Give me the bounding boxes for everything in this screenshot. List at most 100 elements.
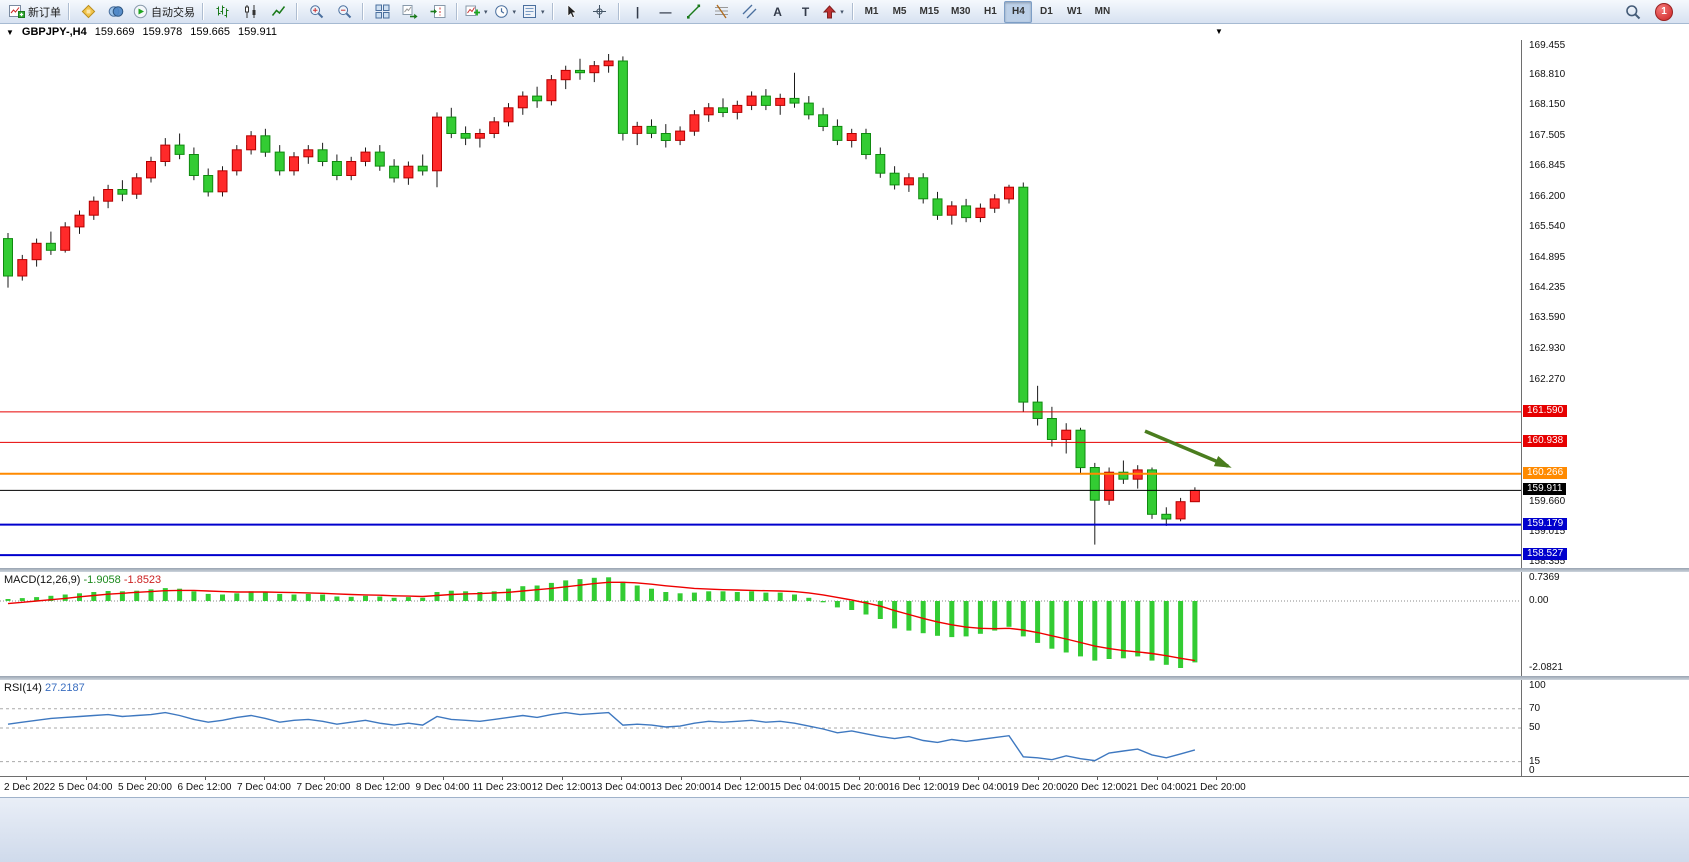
dropdown-caret-icon: ▾ xyxy=(541,8,545,16)
tile-windows-button[interactable] xyxy=(368,1,396,23)
timeframe-h4-button[interactable]: H4 xyxy=(1004,0,1033,23)
line-chart-button[interactable] xyxy=(264,1,292,23)
rsi-name: RSI(14) xyxy=(4,682,42,694)
arrow-objects-button[interactable]: ▾ xyxy=(820,1,848,23)
zoom-out-button[interactable] xyxy=(330,1,358,23)
macd-axis: 0.7369 0.00 -2.0821 xyxy=(1521,572,1689,676)
time-axis-label: 15 Dec 20:00 xyxy=(829,782,889,793)
timeframe-h1-button[interactable]: H1 xyxy=(984,6,997,17)
chart-shift-button[interactable] xyxy=(424,1,452,23)
new-chart-icon xyxy=(465,4,480,19)
timeframe-w1-button[interactable]: W1 xyxy=(1066,6,1082,17)
toolbar-separator xyxy=(551,3,554,20)
quick-trade-arrow-icon[interactable]: ▼ xyxy=(1215,27,1223,36)
metaeditor-button[interactable] xyxy=(74,1,102,23)
auto-scroll-button[interactable] xyxy=(396,1,424,23)
time-axis-tick xyxy=(1097,777,1098,780)
time-axis-tick xyxy=(383,777,384,780)
crosshair-icon xyxy=(592,4,607,19)
price-axis-badge: 158.527 xyxy=(1523,548,1568,561)
time-axis-tick xyxy=(859,777,860,780)
price-axis-label: 162.930 xyxy=(1529,343,1566,355)
candlestick-chart-button[interactable] xyxy=(236,1,264,23)
vertical-line-icon: | xyxy=(635,4,640,19)
pane-splitter[interactable] xyxy=(0,568,1689,572)
price-axis-label: 166.845 xyxy=(1529,160,1566,172)
price-axis-label: 165.540 xyxy=(1529,221,1566,233)
price-axis-label: 163.590 xyxy=(1529,312,1566,324)
rsi-axis: 100 70 50 15 0 xyxy=(1521,680,1689,776)
periods-button[interactable]: ▾ xyxy=(491,1,520,23)
time-axis-label: 20 Dec 12:00 xyxy=(1067,782,1127,793)
rsi-value: 27.2187 xyxy=(44,682,85,694)
horizontal-line-icon: — xyxy=(659,4,672,19)
time-axis-label: 14 Dec 12:00 xyxy=(710,782,770,793)
fibonacci-button[interactable] xyxy=(708,1,736,23)
time-axis-label: 11 Dec 23:00 xyxy=(472,782,532,793)
price-axis-badge: 161.590 xyxy=(1523,404,1568,417)
text-label-button[interactable]: T xyxy=(792,1,820,23)
price-axis-label: 162.270 xyxy=(1529,374,1566,386)
cursor-button[interactable] xyxy=(558,1,586,23)
autotrading-button[interactable]: 自动交易 xyxy=(130,1,198,23)
text-button[interactable]: A xyxy=(764,1,792,23)
toolbar-separator xyxy=(296,3,298,20)
price-axis-label: 166.200 xyxy=(1529,190,1566,202)
zoom-in-button[interactable] xyxy=(302,1,330,23)
timeframe-m15-button[interactable]: M15 xyxy=(919,6,939,17)
new-order-button[interactable]: 新订单 xyxy=(6,1,64,23)
time-axis-tick xyxy=(978,777,979,780)
price-axis[interactable]: 169.455 168.810 168.150 167.505 166.845 166.2… xyxy=(1521,40,1689,568)
main-chart-plot[interactable] xyxy=(0,40,1521,568)
chart-shift-icon xyxy=(430,4,446,19)
time-axis-tick xyxy=(918,777,920,780)
profiles-button[interactable] xyxy=(102,1,130,23)
crosshair-button[interactable] xyxy=(586,1,614,23)
bar-chart-button[interactable] xyxy=(208,1,236,23)
macd-axis-label: -2.0821 xyxy=(1529,662,1563,674)
symbol-dropdown-icon[interactable]: ▼ xyxy=(6,27,14,37)
timeframe-d1-button[interactable]: D1 xyxy=(1040,6,1053,17)
price-axis-badge: 159.911 xyxy=(1523,483,1567,496)
price-axis-label: 164.235 xyxy=(1529,282,1566,294)
timeframe-m5-button[interactable]: M5 xyxy=(892,6,907,17)
symbol-title: GBPJPY-,H4 xyxy=(21,26,87,38)
search-button[interactable] xyxy=(1619,1,1647,23)
auto-scroll-icon xyxy=(402,4,418,19)
price-axis-badge: 160.938 xyxy=(1523,435,1568,448)
macd-pane[interactable]: MACD(12,26,9) -1.9058 -1.8523 xyxy=(0,572,1521,676)
timeframe-m1-button[interactable]: M1 xyxy=(864,6,879,17)
clock-icon xyxy=(494,4,509,19)
time-axis[interactable]: 2 Dec 2022 5 Dec 04:00 5 Dec 20:00 6 Dec 12… xyxy=(0,776,1689,797)
rsi-pane[interactable]: RSI(14) 27.2187 xyxy=(0,680,1521,776)
rsi-plot[interactable] xyxy=(0,680,1521,776)
macd-name: MACD(12,26,9) xyxy=(4,574,81,586)
timeframe-m30-button[interactable]: M30 xyxy=(951,6,971,17)
new-order-icon xyxy=(9,4,25,19)
horizontal-line-button[interactable]: — xyxy=(652,1,680,23)
notification-badge[interactable]: 1 xyxy=(1655,2,1673,21)
trendline-button[interactable] xyxy=(680,1,708,23)
new-chart-button[interactable]: ▾ xyxy=(462,1,491,23)
price-axis-label: 168.150 xyxy=(1529,99,1566,111)
channel-button[interactable] xyxy=(736,1,764,23)
price-axis-badge: 160.266 xyxy=(1523,466,1568,479)
time-axis-label: 2 Dec 2022 xyxy=(4,782,56,793)
macd-signal-value: -1.8523 xyxy=(123,574,162,586)
candles-layer xyxy=(3,54,1200,545)
bar-chart-icon xyxy=(215,4,230,19)
rsi-axis-label: 15 xyxy=(1529,755,1541,767)
macd-plot[interactable] xyxy=(0,572,1521,676)
timeframe-mn-button[interactable]: MN xyxy=(1094,6,1111,17)
line-chart-icon xyxy=(271,4,286,19)
time-axis-tick xyxy=(799,777,801,780)
zoom-in-icon xyxy=(309,4,324,19)
pane-splitter[interactable] xyxy=(0,676,1689,680)
toolbar-separator xyxy=(851,3,854,20)
vertical-line-button[interactable]: | xyxy=(624,1,652,23)
templates-button[interactable]: ▾ xyxy=(519,1,548,23)
main-chart-pane[interactable] xyxy=(0,40,1521,568)
time-axis-label: 21 Dec 04:00 xyxy=(1126,782,1187,793)
zoom-out-icon xyxy=(337,4,352,19)
